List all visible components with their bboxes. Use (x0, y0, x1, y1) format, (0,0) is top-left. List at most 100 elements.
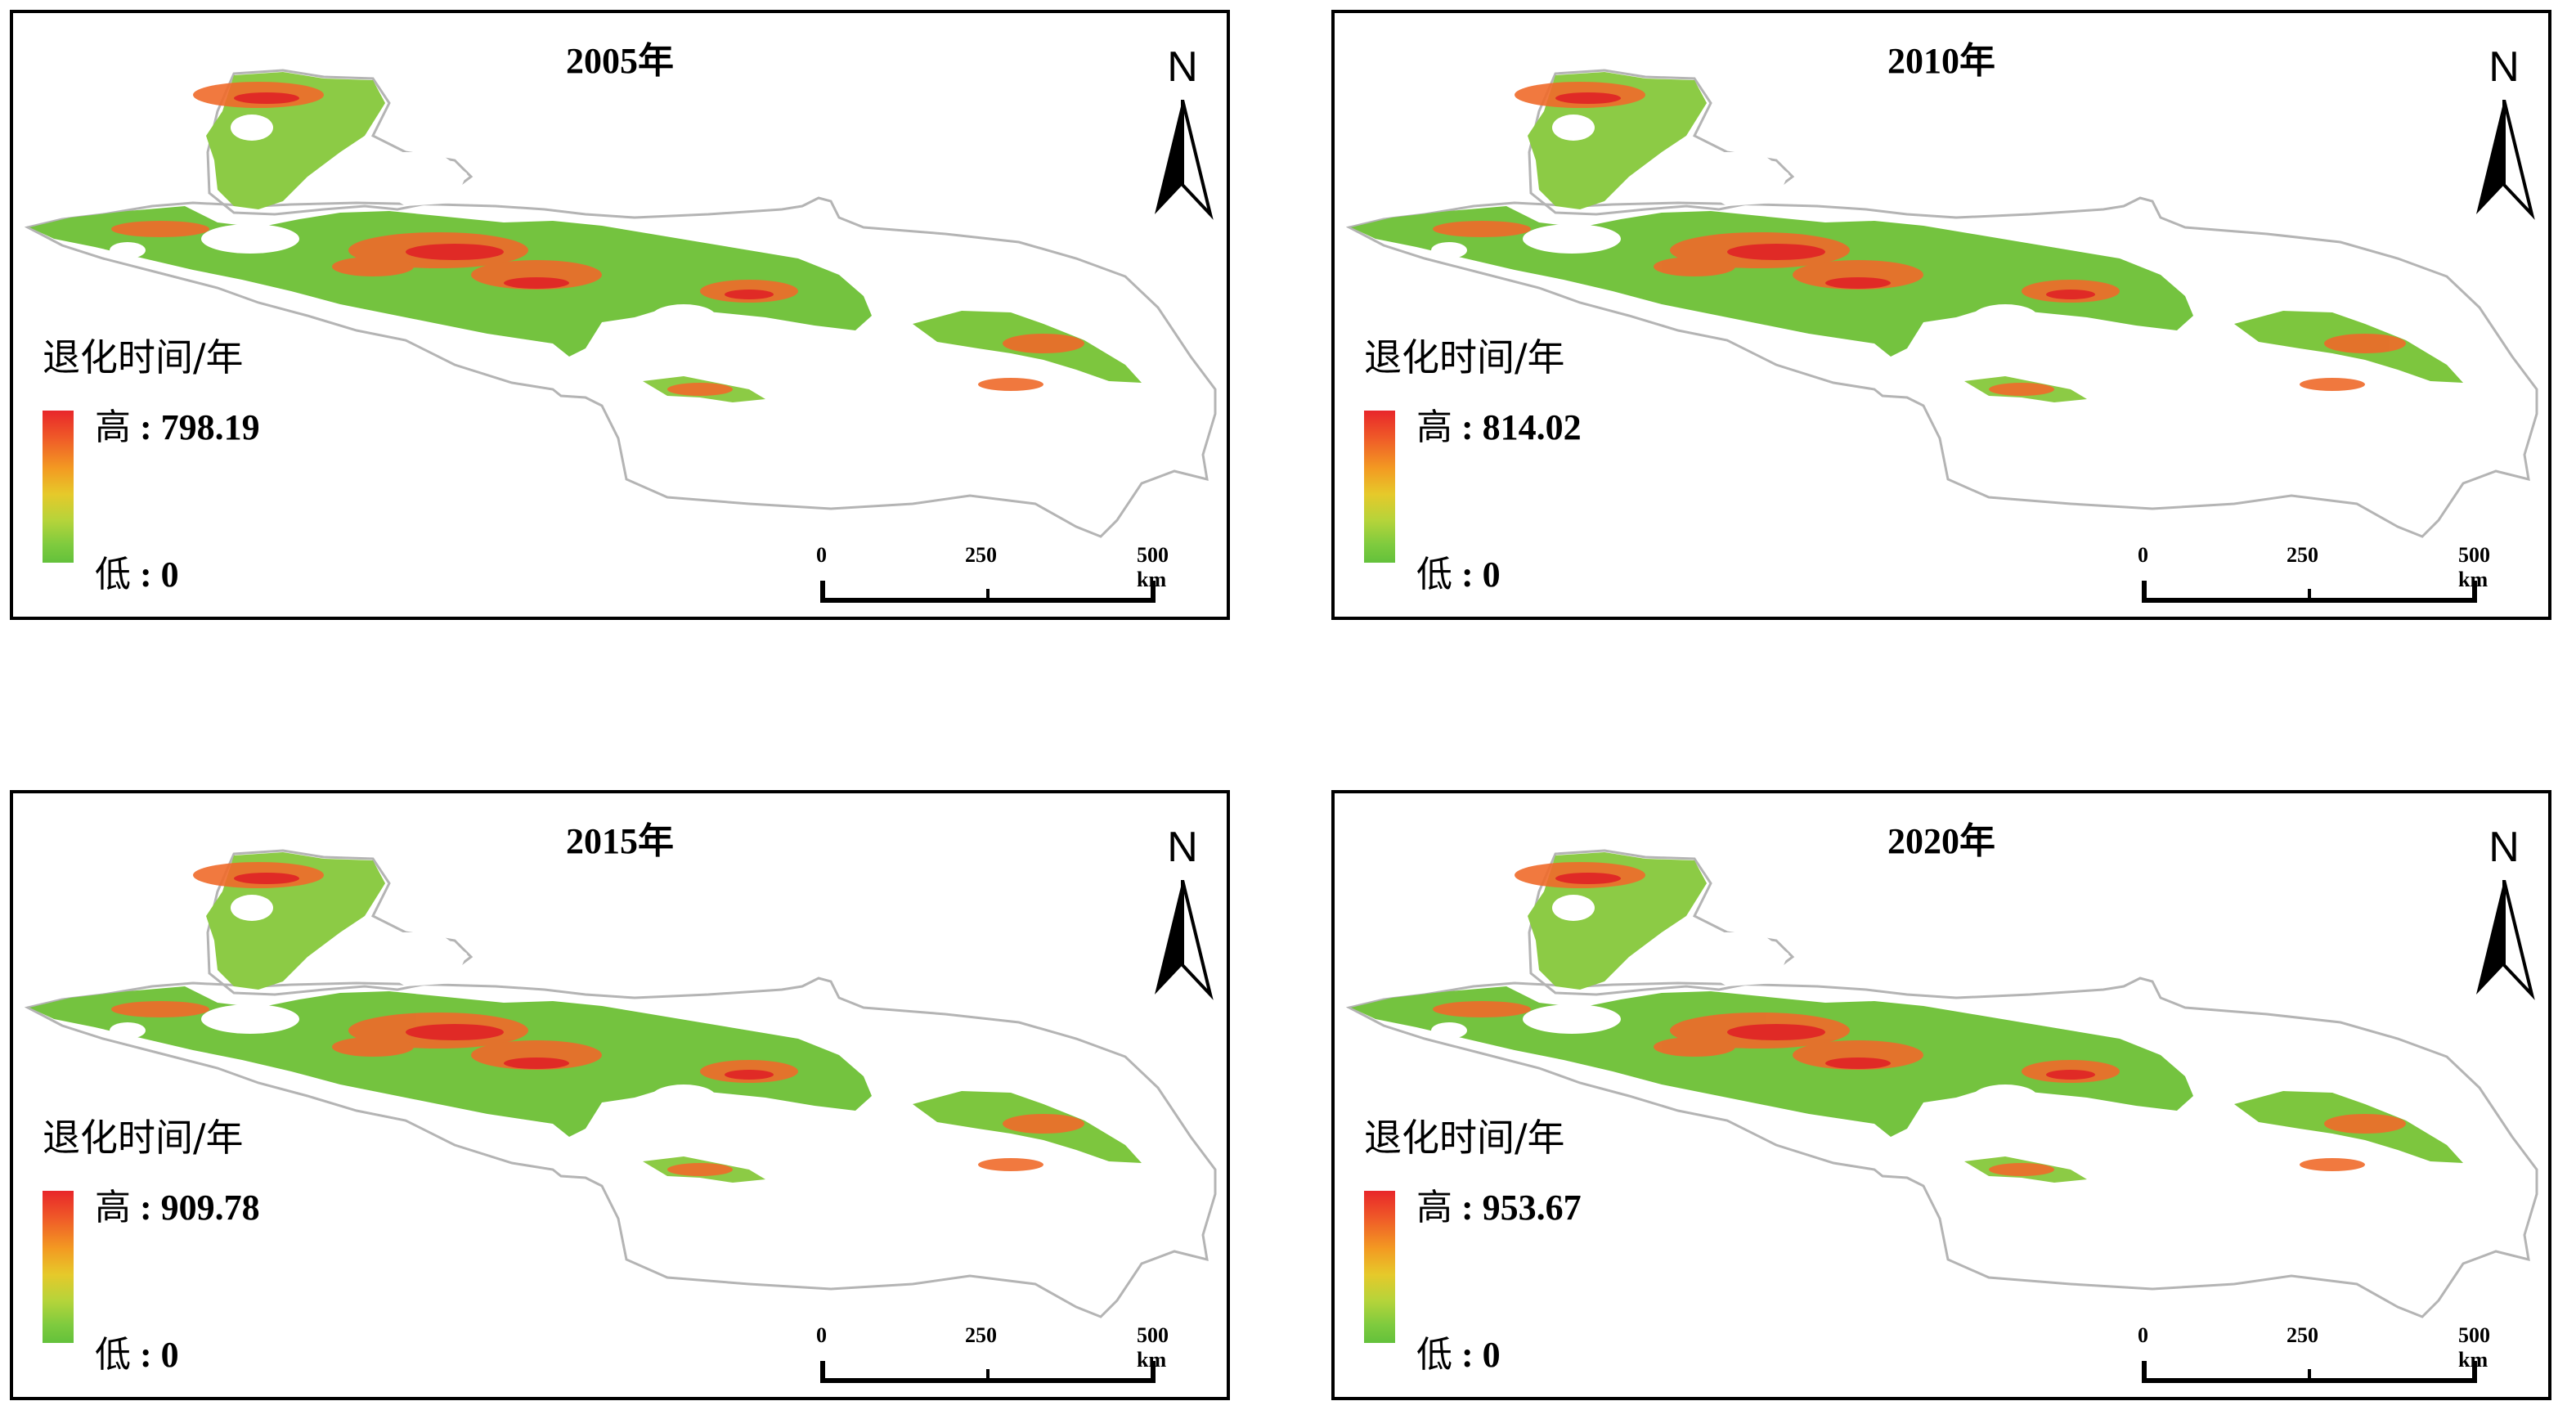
lake (201, 1004, 299, 1034)
legend-low-label: 低 : 0 (95, 1325, 179, 1377)
legend-high-prefix: 高 (1416, 406, 1452, 448)
legend-low-value: 0 (160, 555, 179, 595)
legend-high-value: 909.78 (160, 1188, 260, 1228)
north-arrow-icon (2476, 100, 2535, 220)
north-arrow: N (2471, 43, 2545, 222)
north-arrow: N (1150, 823, 1223, 1003)
north-arrow: N (2471, 823, 2545, 1003)
lake (110, 1022, 146, 1039)
scale-bar: 0 250 500 km (2126, 543, 2490, 617)
north-arrow-icon (1155, 880, 1214, 1000)
legend-low-value: 0 (1482, 1335, 1501, 1375)
lake (201, 224, 299, 254)
scale-label-250: 250 (2287, 543, 2318, 567)
north-arrow-icon (1155, 100, 1214, 220)
legend-high-prefix: 高 (95, 1187, 131, 1228)
map-title: 2020年 (1887, 821, 1995, 861)
region-boundary (1345, 977, 2538, 1318)
legend-low-prefix: 低 (1416, 554, 1452, 595)
lake (231, 895, 273, 921)
legend-low-value: 0 (160, 1335, 179, 1375)
legend-high-value: 798.19 (160, 407, 260, 447)
legend-low-label: 低 : 0 (1416, 545, 1501, 597)
legend-title: 退化时间/年 (1364, 1116, 1565, 1160)
legend-separator: : (140, 1188, 161, 1228)
scale-label-500: 500 km (2458, 543, 2490, 591)
legend-low-value: 0 (1482, 555, 1501, 595)
map-title: 2010年 (1887, 41, 1995, 81)
map-region (1345, 849, 2538, 1318)
scale-bar: 0 250 500 km (805, 1323, 1169, 1397)
map-region (24, 69, 1217, 538)
legend-low-prefix: 低 (1416, 1334, 1452, 1376)
map-panel-2010: 2010年 N 退化时间/年 高 : 814.02 低 : 0 0 250 50… (1331, 10, 2551, 620)
scale-bar-line (820, 1361, 1156, 1383)
legend-separator: : (1461, 1188, 1483, 1228)
lake (1431, 242, 1467, 258)
legend-color-ramp (43, 411, 74, 563)
scale-bar: 0 250 500 km (805, 543, 1169, 617)
lake (1972, 304, 2038, 330)
region-boundary (24, 977, 1217, 1318)
lake (1523, 224, 1621, 254)
map-panel-2020: 2020年 N 退化时间/年 高 : 953.67 低 : 0 0 250 50… (1331, 790, 2551, 1400)
legend-low-label: 低 : 0 (1416, 1325, 1501, 1377)
lake (651, 304, 716, 330)
legend-high-label: 高 : 909.78 (95, 1178, 260, 1230)
severe-degradation (1555, 873, 2095, 1080)
lake (1552, 115, 1595, 141)
scale-bar-line (820, 581, 1156, 603)
lake (651, 1084, 716, 1111)
legend-separator: : (1461, 1335, 1483, 1375)
legend-separator: : (140, 555, 161, 595)
legend-separator: : (1461, 555, 1483, 595)
desert-gap (373, 932, 467, 986)
scale-bar-line (2142, 581, 2477, 603)
severe-degradation (1555, 92, 2095, 299)
map-panel-2005: 2005年 N 退化时间/年 高 : 798.19 低 : 0 0 250 50… (10, 10, 1230, 620)
legend-high-value: 814.02 (1482, 407, 1582, 447)
severe-degradation (234, 873, 774, 1080)
legend-title: 退化时间/年 (43, 335, 244, 379)
map-region (24, 849, 1217, 1318)
legend-high-value: 953.67 (1482, 1188, 1582, 1228)
scale-label-250: 250 (965, 543, 997, 567)
legend-separator: : (140, 1335, 161, 1375)
legend-separator: : (140, 407, 161, 447)
map-panel-2015: 2015年 N 退化时间/年 高 : 909.78 低 : 0 0 250 50… (10, 790, 1230, 1400)
desert-gap (1694, 152, 1788, 206)
legend-color-ramp (43, 1191, 74, 1343)
north-arrow: N (1150, 43, 1223, 222)
legend-high-prefix: 高 (1416, 1187, 1452, 1228)
scale-label-0: 0 (2138, 543, 2148, 567)
lake (1431, 1022, 1467, 1039)
legend-separator: : (1461, 407, 1483, 447)
map-title: 2015年 (566, 821, 674, 861)
scale-bar: 0 250 500 km (2126, 1323, 2490, 1397)
legend-title: 退化时间/年 (43, 1116, 244, 1160)
north-label: N (1167, 824, 1198, 871)
desert-gap (1694, 932, 1788, 986)
scale-bar-line (2142, 1361, 2477, 1383)
map-title: 2005年 (566, 41, 674, 81)
north-label: N (2488, 43, 2520, 91)
legend-high-label: 高 : 814.02 (1416, 397, 1582, 450)
legend-color-ramp (1364, 1191, 1395, 1343)
lake (1523, 1004, 1621, 1034)
north-label: N (2488, 824, 2520, 871)
scale-label-250: 250 (965, 1323, 997, 1347)
north-label: N (1167, 43, 1198, 91)
scale-label-0: 0 (816, 543, 827, 567)
scale-label-250: 250 (2287, 1323, 2318, 1347)
region-boundary (1345, 196, 2538, 538)
legend-high-label: 高 : 798.19 (95, 397, 260, 450)
lake (1552, 895, 1595, 921)
legend-low-prefix: 低 (95, 554, 131, 595)
severe-degradation (234, 92, 774, 299)
lake (110, 242, 146, 258)
map-region (1345, 69, 2538, 538)
legend-low-prefix: 低 (95, 1334, 131, 1376)
legend-title: 退化时间/年 (1364, 335, 1565, 379)
lake (231, 115, 273, 141)
region-boundary (24, 196, 1217, 538)
